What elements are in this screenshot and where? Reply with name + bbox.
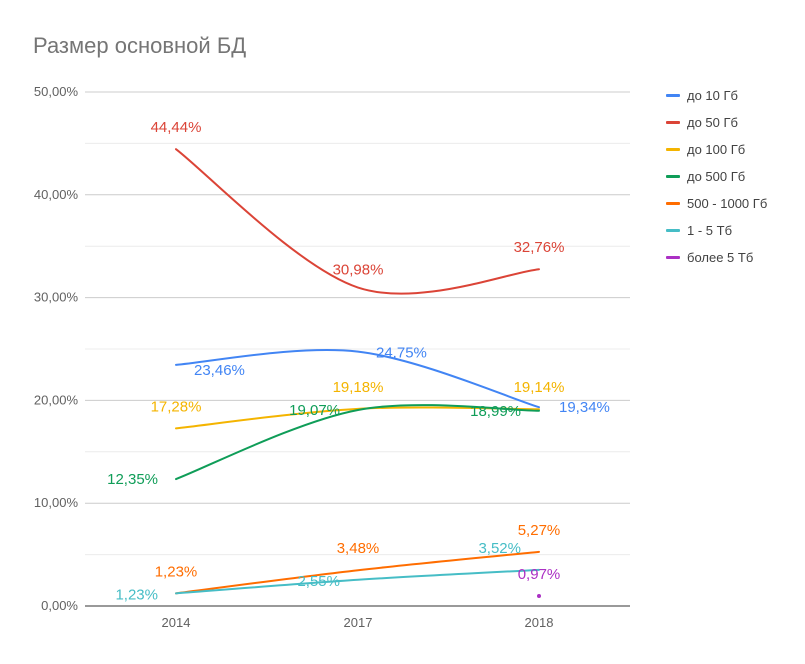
series-4-line	[175, 404, 540, 481]
legend-item: более 5 Тб	[666, 244, 767, 271]
series-2-line	[175, 148, 540, 295]
legend-swatch	[666, 202, 680, 205]
y-tick-label: 30,00%	[34, 290, 79, 305]
series-1-line	[175, 348, 540, 409]
series-7-data-label: 0,97%	[518, 566, 561, 583]
series-3-data-label: 19,14%	[514, 379, 565, 396]
y-tick-label: 50,00%	[34, 84, 79, 99]
legend-label: более 5 Тб	[687, 250, 754, 265]
legend-swatch	[666, 229, 680, 232]
legend: до 10 Гб до 50 Гб до 100 Гб до 500 Гб 500 - …	[666, 82, 767, 271]
series-2-data-label: 32,76%	[514, 239, 565, 256]
legend-item: до 100 Гб	[666, 136, 767, 163]
legend-item: до 500 Гб	[666, 163, 767, 190]
x-tick-label: 2018	[525, 615, 554, 630]
series-3-data-label: 17,28%	[151, 398, 202, 415]
series-4-data-label: 19,07%	[289, 402, 340, 419]
series-6-data-label: 3,52%	[478, 540, 521, 557]
legend-swatch	[666, 256, 680, 259]
series-5-line	[175, 550, 540, 595]
chart-title: Размер основной БД	[33, 33, 247, 58]
legend-swatch	[666, 94, 680, 97]
x-tick-label: 2017	[344, 615, 373, 630]
series-5-data-label: 5,27%	[518, 522, 561, 539]
series-4-data-label: 18,99%	[470, 403, 521, 420]
y-tick-label: 10,00%	[34, 495, 79, 510]
series-5-data-label: 3,48%	[337, 540, 380, 557]
legend-label: до 100 Гб	[687, 142, 746, 157]
series-1-data-label: 23,46%	[194, 362, 245, 379]
series-6-data-label: 1,23%	[115, 586, 158, 603]
x-tick-label: 2014	[162, 615, 191, 630]
legend-label: 500 - 1000 Гб	[687, 196, 768, 211]
legend-swatch	[666, 148, 680, 151]
legend-item: до 50 Гб	[666, 109, 767, 136]
legend-label: до 50 Гб	[687, 115, 738, 130]
legend-item: 1 - 5 Тб	[666, 217, 767, 244]
legend-swatch	[666, 175, 680, 178]
legend-swatch	[666, 121, 680, 124]
legend-item: до 10 Гб	[666, 82, 767, 109]
series-6-data-label: 2,55%	[297, 573, 340, 590]
y-tick-label: 20,00%	[34, 392, 79, 407]
series-5-data-label: 1,23%	[155, 563, 198, 580]
legend-item: 500 - 1000 Гб	[666, 190, 767, 217]
series-6-line	[175, 568, 540, 595]
series-4-data-label: 12,35%	[107, 471, 158, 488]
legend-label: до 500 Гб	[687, 169, 746, 184]
series-2-data-label: 44,44%	[151, 119, 202, 136]
series-3-data-label: 19,18%	[333, 379, 384, 396]
legend-label: до 10 Гб	[687, 88, 738, 103]
series-1-data-label: 19,34%	[559, 399, 610, 416]
y-tick-label: 0,00%	[41, 598, 78, 613]
y-tick-label: 40,00%	[34, 187, 79, 202]
series-1-data-label: 24,75%	[376, 345, 427, 362]
series-7-point	[537, 594, 541, 599]
series-2-data-label: 30,98%	[333, 262, 384, 279]
legend-label: 1 - 5 Тб	[687, 223, 733, 238]
